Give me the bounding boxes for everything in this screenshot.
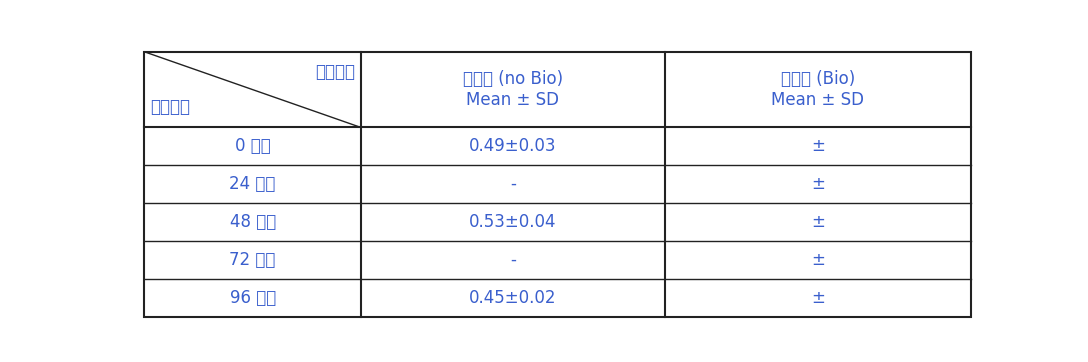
- Text: ±: ±: [811, 251, 825, 269]
- Text: 0.49±0.03: 0.49±0.03: [469, 137, 557, 155]
- Text: ±: ±: [811, 137, 825, 155]
- Text: -: -: [510, 251, 516, 269]
- Text: 0.53±0.04: 0.53±0.04: [469, 213, 557, 231]
- Text: 0.45±0.02: 0.45±0.02: [469, 289, 557, 307]
- Text: 24 시간: 24 시간: [230, 175, 276, 193]
- Text: 시험항목: 시험항목: [316, 63, 355, 81]
- Text: Mean ± SD: Mean ± SD: [771, 91, 864, 109]
- Text: -: -: [510, 175, 516, 193]
- Text: 지수식 (no Bio): 지수식 (no Bio): [462, 70, 564, 88]
- Text: 96 시간: 96 시간: [230, 289, 275, 307]
- Text: 경과시간: 경과시간: [150, 98, 190, 116]
- Text: ±: ±: [811, 289, 825, 307]
- Text: ±: ±: [811, 175, 825, 193]
- Text: 48 시간: 48 시간: [230, 213, 275, 231]
- Text: 0 시간: 0 시간: [235, 137, 271, 155]
- Text: 72 시간: 72 시간: [230, 251, 276, 269]
- Text: 유수식 (Bio): 유수식 (Bio): [781, 70, 855, 88]
- Text: Mean ± SD: Mean ± SD: [467, 91, 559, 109]
- Text: ±: ±: [811, 213, 825, 231]
